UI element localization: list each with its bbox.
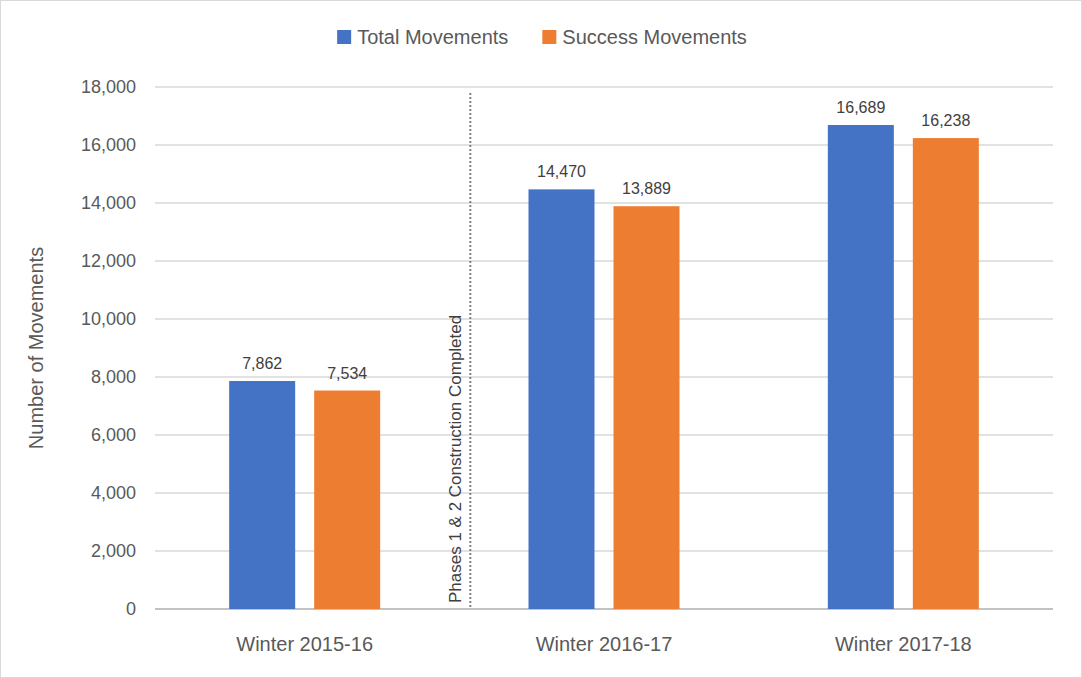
chart: 0 2,000 4,000 6,000 8,000 10,000 12,000 14,000 1… [0,0,1082,678]
bar [614,206,680,609]
y-tick-label: 12,000 [81,251,136,271]
frame [1,1,1082,678]
data-label: 13,889 [622,180,671,197]
y-tick-label: 2,000 [91,541,136,561]
y-tick-label: 0 [126,599,136,619]
y-tick-label: 4,000 [91,483,136,503]
legend-swatch [337,30,351,44]
bar [229,381,295,609]
data-label: 16,238 [921,112,970,129]
data-label: 16,689 [836,99,885,116]
data-label: 7,862 [242,355,282,372]
annotation-text: Phases 1 & 2 Construction Completed [446,315,465,603]
y-tick-label: 6,000 [91,425,136,445]
legend-swatch [542,30,556,44]
bars [229,125,979,609]
y-tick-label: 8,000 [91,367,136,387]
y-tick-label: 10,000 [81,309,136,329]
data-label: 7,534 [327,365,367,382]
x-tick-label: Winter 2016-17 [536,633,673,655]
x-tick-label: Winter 2015-16 [236,633,373,655]
bar [529,189,595,609]
y-axis-title: Number of Movements [25,247,47,449]
annotation-line [469,93,471,609]
legend: Total Movements Success Movements [337,26,747,48]
legend-label: Success Movements [562,26,747,48]
y-tick-label: 18,000 [81,77,136,97]
bar [314,391,380,609]
x-tick-label: Winter 2017-18 [835,633,972,655]
y-tick-label: 16,000 [81,135,136,155]
bar [913,138,979,609]
bar [828,125,894,609]
grid-line [155,86,1053,87]
legend-label: Total Movements [357,26,508,48]
data-label: 14,470 [537,163,586,180]
y-tick-label: 14,000 [81,193,136,213]
